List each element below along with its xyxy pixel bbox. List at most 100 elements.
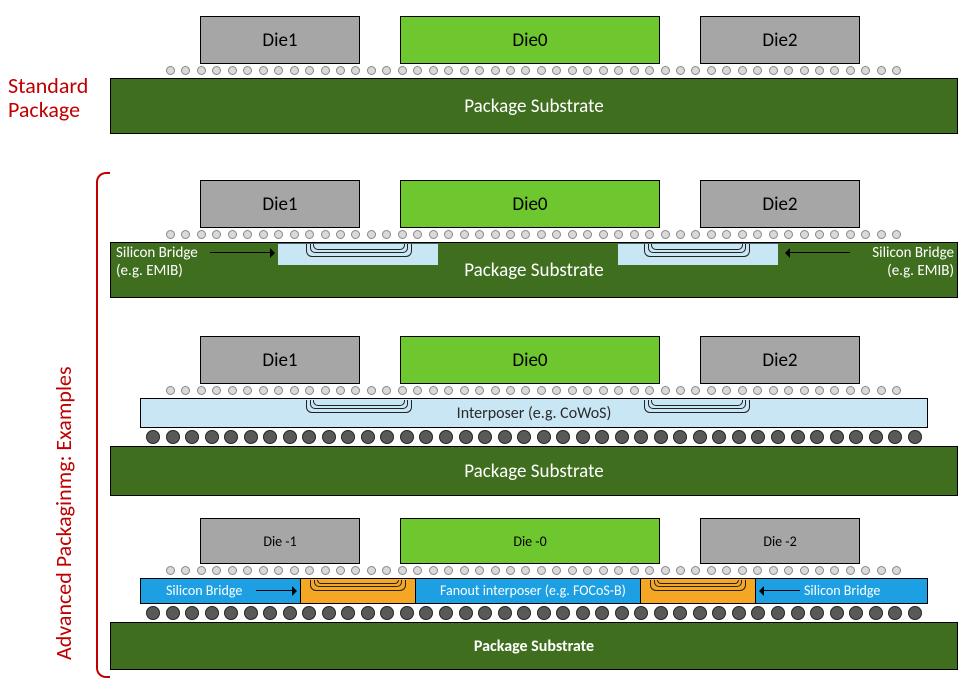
micro-bump: [181, 566, 190, 575]
micro-bump: [691, 230, 700, 239]
micro-bump: [351, 386, 360, 395]
micro-bump: [475, 566, 484, 575]
micro-bump: [259, 386, 268, 395]
label-standard-package: Standard Package: [8, 74, 88, 122]
micro-bump: [738, 230, 747, 239]
micro-bump: [568, 386, 577, 395]
micro-bump: [846, 66, 855, 75]
c4-bump: [615, 430, 629, 444]
c4-bump: [380, 430, 394, 444]
micro-bump: [367, 386, 376, 395]
micro-bump: [877, 566, 886, 575]
micro-bump: [614, 66, 623, 75]
micro-bump: [599, 566, 608, 575]
p4-wires-left: [310, 580, 406, 591]
micro-bump: [367, 66, 376, 75]
micro-bump: [166, 230, 175, 239]
micro-bump: [599, 66, 608, 75]
micro-bump: [336, 66, 345, 75]
c4-bump: [869, 606, 883, 620]
micro-bump: [398, 66, 407, 75]
c4-bump: [205, 606, 219, 620]
c4-bump: [283, 606, 297, 620]
micro-bump: [305, 230, 314, 239]
micro-bump: [521, 386, 530, 395]
micro-bump: [382, 230, 391, 239]
p3-die0: Die0: [400, 336, 660, 384]
c4-bump: [576, 606, 590, 620]
p4-bumps-big: [146, 606, 922, 622]
micro-bump: [645, 386, 654, 395]
micro-bump: [691, 566, 700, 575]
micro-bump: [769, 386, 778, 395]
c4-bump: [439, 606, 453, 620]
micro-bump: [877, 386, 886, 395]
micro-bump: [259, 230, 268, 239]
micro-bump: [707, 566, 716, 575]
micro-bump: [460, 66, 469, 75]
micro-bump: [521, 66, 530, 75]
micro-bump: [460, 566, 469, 575]
micro-bump: [830, 566, 839, 575]
micro-bump: [769, 566, 778, 575]
c4-bump: [361, 430, 375, 444]
micro-bump: [521, 230, 530, 239]
micro-bump: [243, 386, 252, 395]
c4-bump: [576, 430, 590, 444]
micro-bump: [444, 230, 453, 239]
c4-bump: [400, 430, 414, 444]
p1-die1: Die1: [200, 16, 360, 64]
micro-bump: [552, 230, 561, 239]
micro-bump: [738, 386, 747, 395]
micro-bump: [506, 66, 515, 75]
micro-bump: [568, 66, 577, 75]
micro-bump: [429, 386, 438, 395]
micro-bump: [382, 566, 391, 575]
c4-bump: [732, 430, 746, 444]
p1-bumps: [166, 66, 902, 78]
micro-bump: [645, 566, 654, 575]
p4-die1: Die -1: [200, 518, 360, 564]
micro-bump: [305, 386, 314, 395]
c4-bump: [185, 606, 199, 620]
micro-bump: [290, 230, 299, 239]
panel-emib: Die1 Die0 Die2 Package Substrate Silicon…: [110, 180, 958, 312]
micro-bump: [815, 230, 824, 239]
micro-bump: [491, 386, 500, 395]
micro-bump: [537, 386, 546, 395]
micro-bump: [537, 230, 546, 239]
micro-bump: [429, 230, 438, 239]
micro-bump: [753, 230, 762, 239]
micro-bump: [274, 230, 283, 239]
micro-bump: [892, 66, 901, 75]
c4-bump: [166, 606, 180, 620]
micro-bump: [367, 230, 376, 239]
c4-bump: [869, 430, 883, 444]
c4-bump: [498, 430, 512, 444]
micro-bump: [846, 566, 855, 575]
micro-bump: [691, 66, 700, 75]
p4-arrow-right: [760, 590, 800, 591]
c4-bump: [263, 430, 277, 444]
micro-bump: [661, 230, 670, 239]
p1-die2: Die2: [700, 16, 860, 64]
micro-bump: [290, 566, 299, 575]
micro-bump: [444, 66, 453, 75]
micro-bump: [398, 230, 407, 239]
panel-cowos: Die1 Die0 Die2 Interposer (e.g. CoWoS) P…: [110, 336, 958, 502]
micro-bump: [212, 230, 221, 239]
p1-die0: Die0: [400, 16, 660, 64]
micro-bump: [552, 566, 561, 575]
p3-bumps-top: [166, 386, 902, 398]
micro-bump: [429, 66, 438, 75]
micro-bump: [614, 566, 623, 575]
micro-bump: [429, 566, 438, 575]
c4-bump: [693, 606, 707, 620]
c4-bump: [751, 606, 765, 620]
c4-bump: [478, 430, 492, 444]
micro-bump: [460, 386, 469, 395]
micro-bump: [537, 66, 546, 75]
c4-bump: [185, 430, 199, 444]
micro-bump: [305, 566, 314, 575]
micro-bump: [321, 66, 330, 75]
